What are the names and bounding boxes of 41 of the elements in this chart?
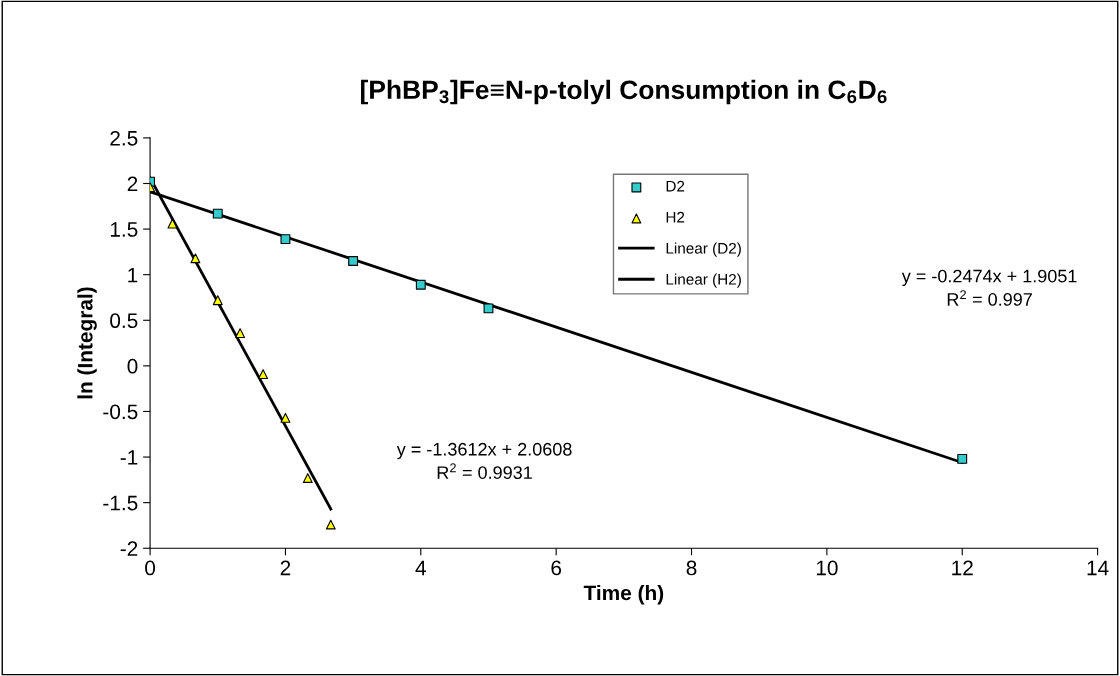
y-tick-label: 1.5 bbox=[110, 222, 138, 237]
x-tick-label: 2 bbox=[280, 560, 291, 576]
y-tick-label: -1.5 bbox=[103, 495, 138, 511]
x-tick-label: 4 bbox=[415, 560, 426, 576]
y-tick-label: 2.5 bbox=[110, 130, 138, 146]
y-tick-label: -0.5 bbox=[103, 404, 138, 420]
point bbox=[957, 453, 968, 464]
x-axis-title: Time (h) bbox=[583, 585, 664, 605]
point bbox=[280, 412, 291, 423]
y-tick-label: 2 bbox=[127, 176, 138, 192]
point bbox=[190, 253, 201, 264]
x-tick-label: 14 bbox=[1087, 560, 1109, 576]
y-tick-label: 1 bbox=[128, 267, 138, 283]
point bbox=[302, 473, 313, 483]
legend-label: Linear (D2) bbox=[666, 242, 741, 257]
y-tick-label: -1 bbox=[120, 450, 138, 465]
chart-title: [PhBP$_{3}$]Fe≡N-p-tolyl Consumption in C$_{6}$D$_{6}$ bbox=[361, 79, 887, 105]
point bbox=[212, 295, 223, 306]
point bbox=[258, 369, 269, 380]
point bbox=[415, 279, 426, 290]
y-tick-label: -2 bbox=[120, 541, 138, 556]
x-tick-label: 6 bbox=[551, 560, 562, 576]
point bbox=[280, 234, 291, 245]
legend-label: Linear (H2) bbox=[666, 273, 741, 288]
x-tick-label: 0 bbox=[145, 560, 156, 576]
annotation: y = -1.3612x + 2.0608 R$^{2}$ = 0.9931 bbox=[396, 442, 572, 479]
y-axis-title: ln (Integral) bbox=[77, 287, 97, 399]
legend-label: H2 bbox=[666, 211, 685, 223]
point bbox=[348, 256, 359, 266]
point bbox=[212, 208, 223, 219]
x-tick-label: 12 bbox=[952, 560, 973, 576]
point bbox=[483, 303, 494, 314]
x-tick-label: 8 bbox=[686, 560, 697, 576]
x-tick-label: 10 bbox=[816, 560, 838, 576]
point bbox=[235, 328, 246, 338]
y-tick-label: 0.5 bbox=[110, 313, 138, 329]
annotation: y = -0.2474x + 1.9051 R$^{2}$ = 0.997 bbox=[901, 269, 1077, 306]
point bbox=[167, 218, 178, 229]
legend-label: D2 bbox=[666, 180, 685, 192]
y-tick-label: 0 bbox=[127, 358, 138, 374]
point bbox=[325, 519, 336, 530]
